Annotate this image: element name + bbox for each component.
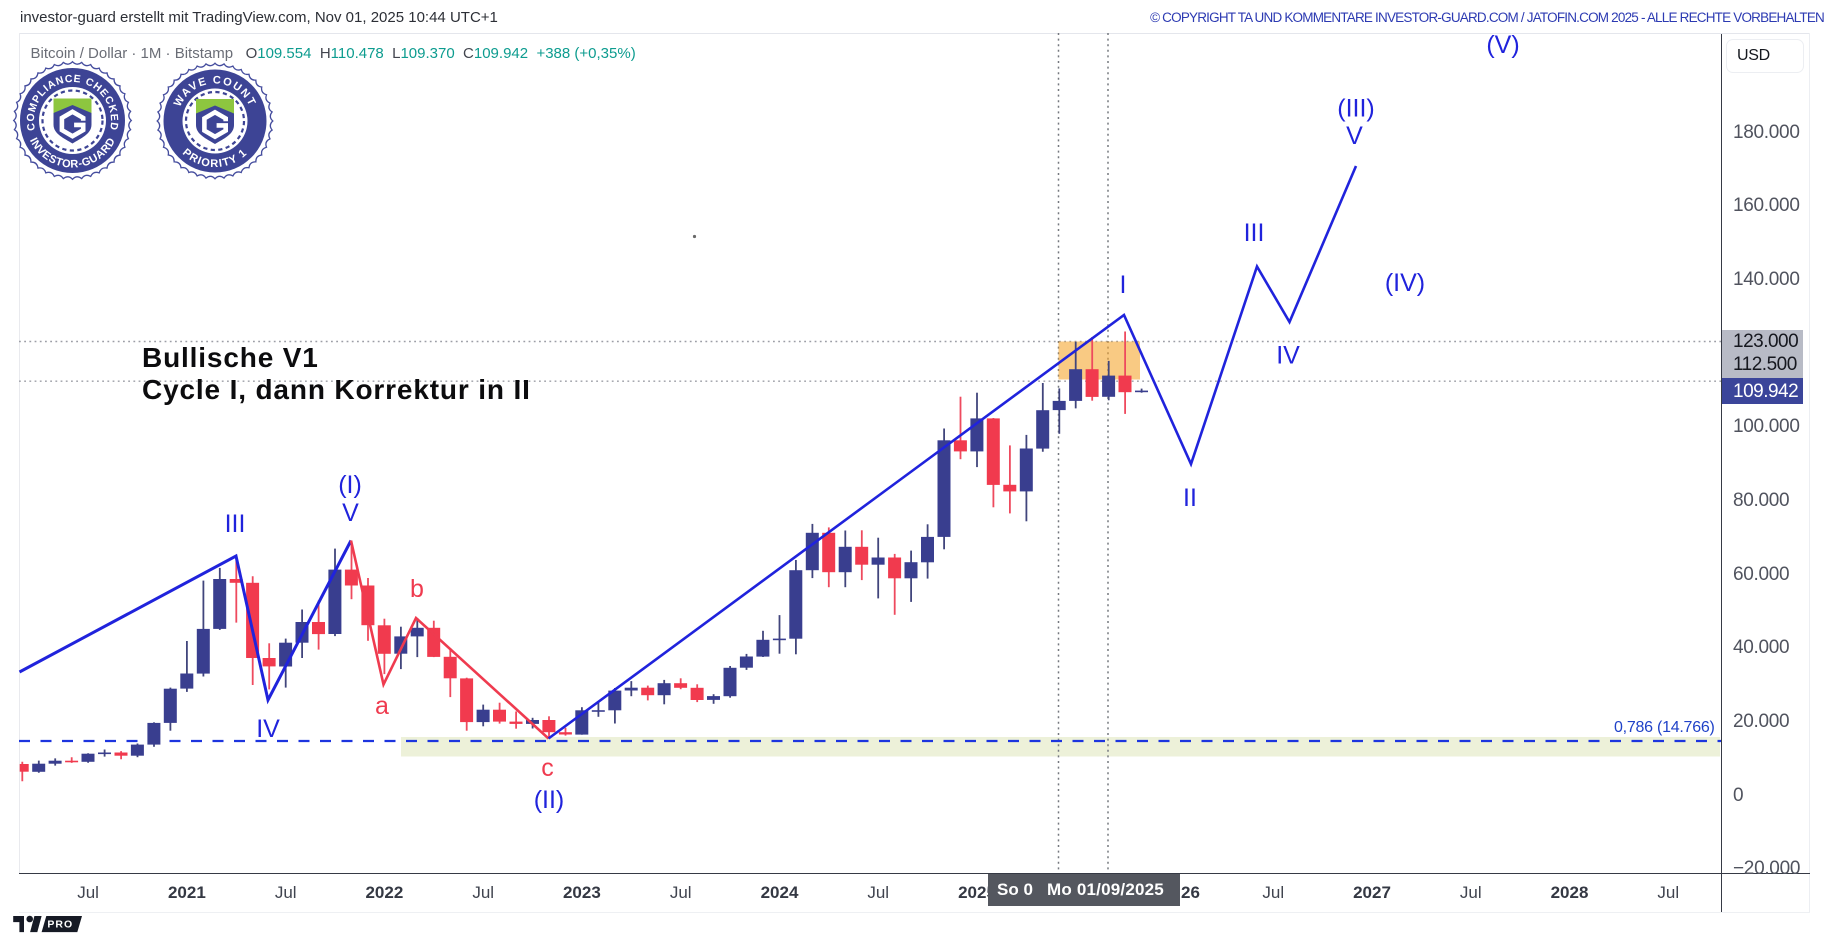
svg-text:(V): (V): [1486, 31, 1519, 59]
svg-text:V: V: [1346, 122, 1363, 150]
svg-text:IV: IV: [1276, 342, 1300, 370]
svg-text:III: III: [225, 510, 246, 538]
svg-text:a: a: [375, 692, 389, 720]
svg-text:c: c: [541, 754, 554, 782]
svg-text:III: III: [1244, 219, 1265, 247]
svg-text:V: V: [342, 499, 359, 527]
svg-text:II: II: [1183, 484, 1197, 512]
svg-text:(IV): (IV): [1385, 269, 1425, 297]
svg-text:(I): (I): [338, 471, 362, 499]
svg-text:IV: IV: [256, 715, 280, 743]
svg-text:PRO: PRO: [47, 919, 73, 931]
svg-text:b: b: [410, 575, 424, 603]
svg-text:(II): (II): [534, 786, 565, 814]
svg-text:(III): (III): [1337, 95, 1375, 123]
svg-text:I: I: [1120, 271, 1127, 299]
